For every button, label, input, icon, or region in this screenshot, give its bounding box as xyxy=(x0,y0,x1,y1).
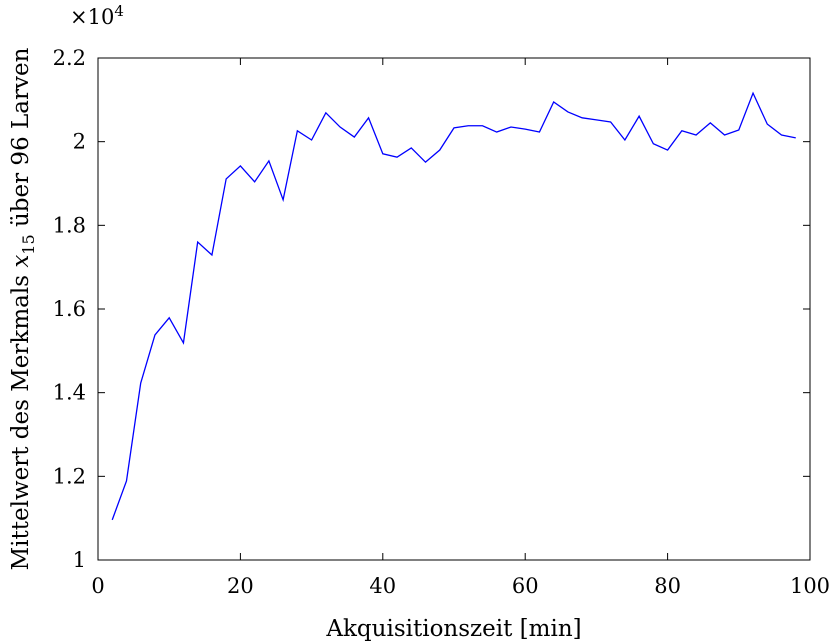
y-tick-label: 1.6 xyxy=(53,297,86,321)
x-tick-label: 80 xyxy=(654,574,681,598)
y-tick-label: 1 xyxy=(73,548,86,572)
y-label-subscript: 15 xyxy=(19,234,38,254)
y-tick-label: 1.8 xyxy=(53,213,86,237)
plot-frame xyxy=(97,57,811,561)
y-label-part: Mittelwert des Merkmals xyxy=(8,275,34,570)
x-tick-label: 100 xyxy=(790,574,830,598)
x-tick-label: 60 xyxy=(512,574,539,598)
multiplier-base: ×10 xyxy=(70,5,114,29)
y-label-symbol: x xyxy=(8,255,34,268)
y-tick-label: 1.2 xyxy=(53,464,86,488)
y-tick-label: 2.2 xyxy=(53,46,86,70)
x-tick-label: 0 xyxy=(91,574,104,598)
multiplier-exponent: 4 xyxy=(114,2,124,20)
axis-multiplier: ×104 xyxy=(70,2,124,29)
y-tick-label: 1.4 xyxy=(53,381,86,405)
y-tick-label: 2 xyxy=(73,130,86,154)
x-tick-label: 20 xyxy=(227,574,254,598)
y-label-part: über 96 Larven xyxy=(8,47,34,227)
data-line xyxy=(111,91,796,521)
x-axis-label: Akquisitionszeit [min] xyxy=(325,616,581,642)
y-axis-label: Mittelwert des Merkmals x15 über 96 Larv… xyxy=(8,47,38,570)
x-tick-label: 40 xyxy=(369,574,396,598)
